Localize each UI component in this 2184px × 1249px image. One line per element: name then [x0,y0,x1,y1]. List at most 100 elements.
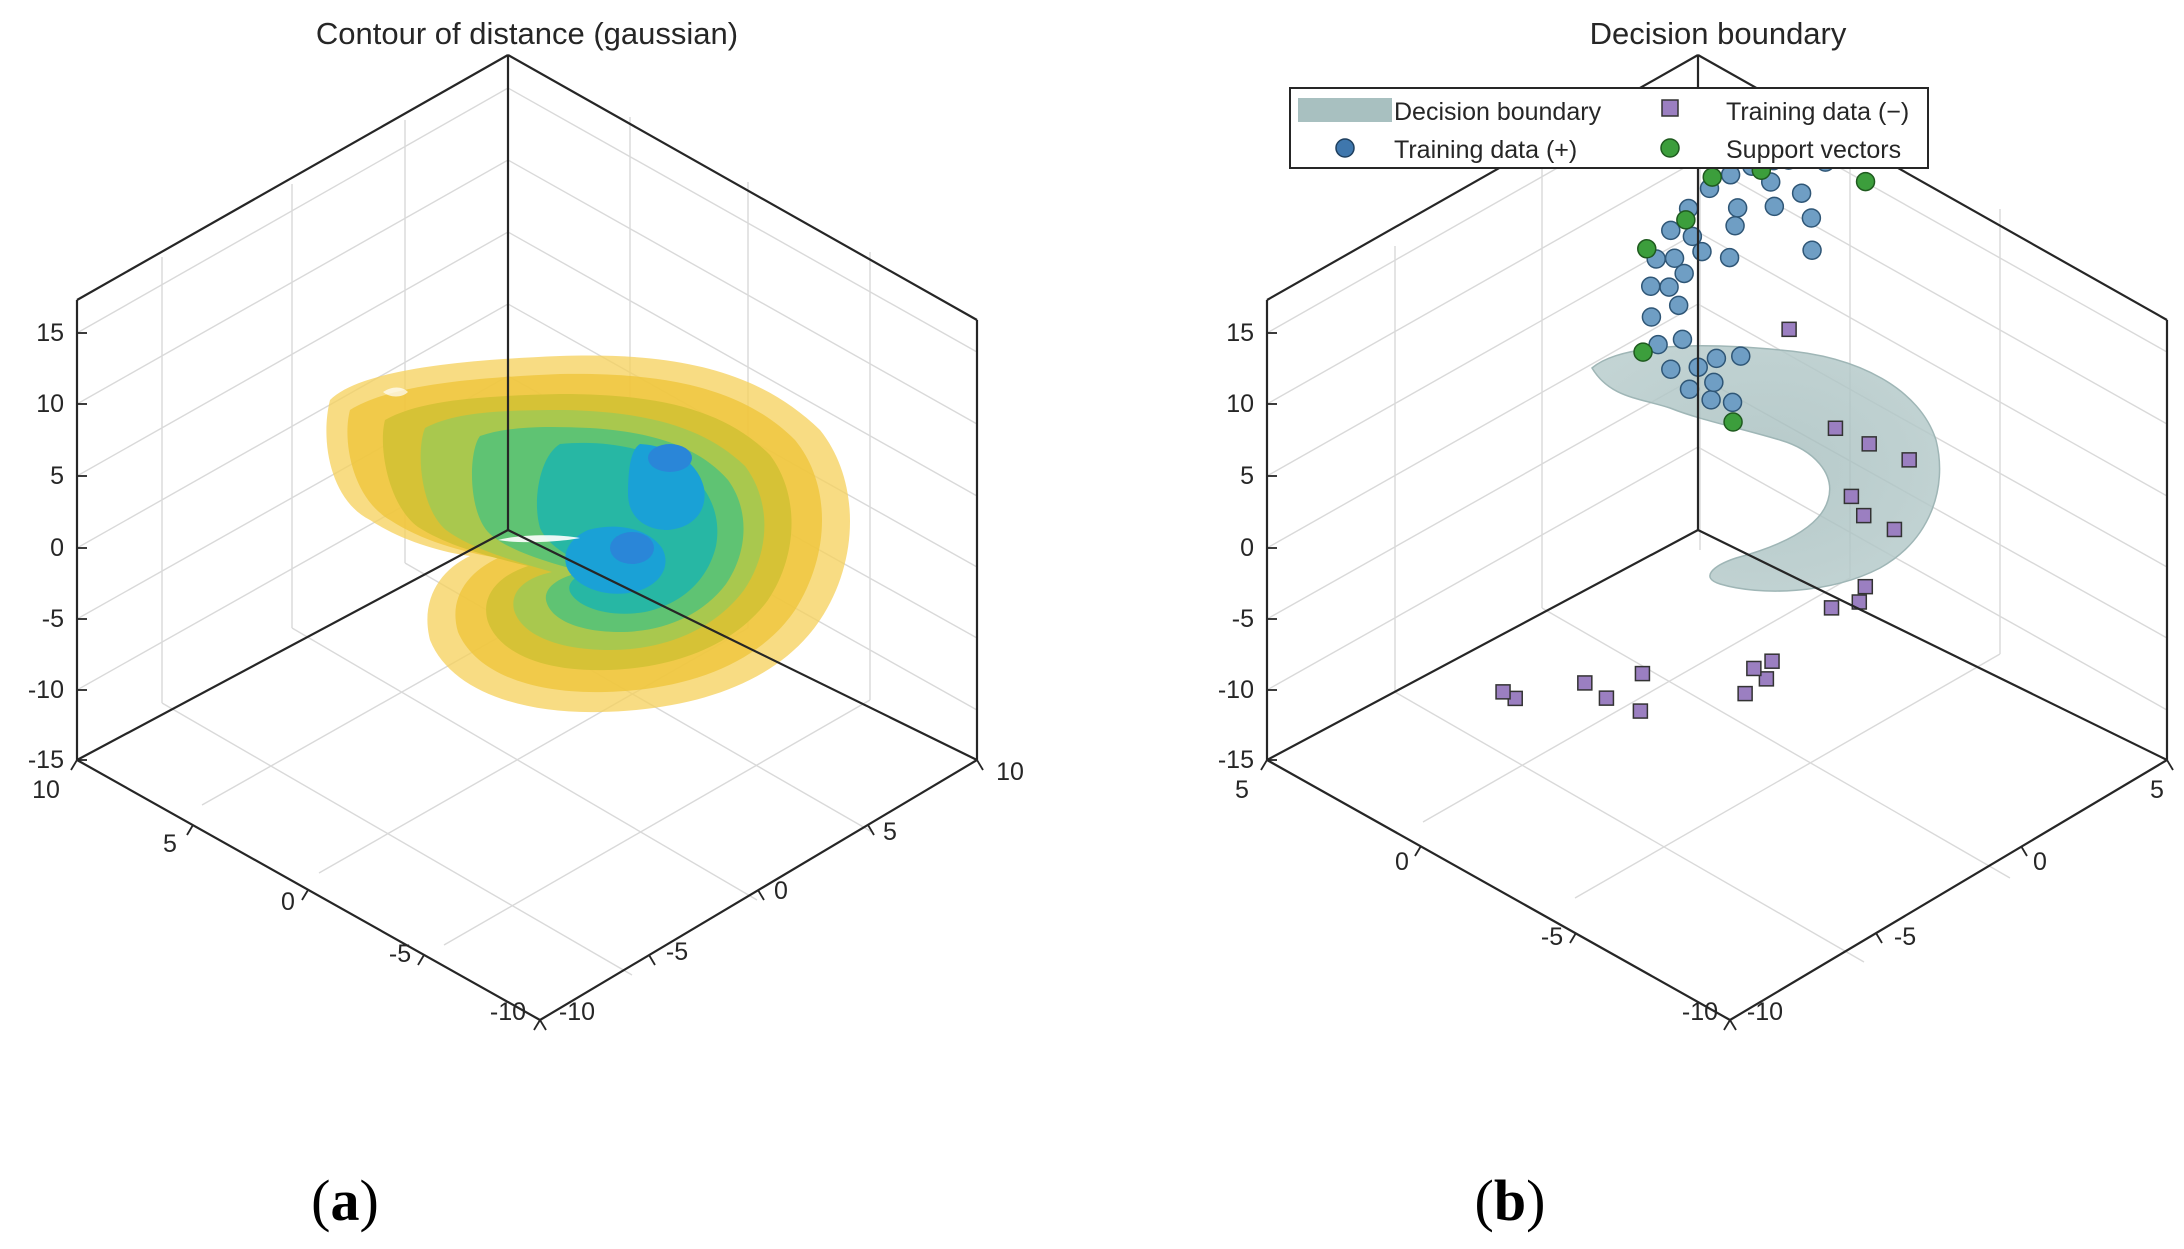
support-vector-point [1676,210,1696,230]
legend-swatch-neg [1661,99,1679,117]
positive-point [1679,379,1700,400]
a-z-tick-15: 15 [36,319,64,347]
a-z-tick-m10: -10 [28,676,64,704]
b-z-tick-m5: -5 [1232,605,1254,633]
a-x-tick-m10: -10 [490,998,526,1026]
b-z-tick-m10: -10 [1218,676,1254,704]
positive-point [1727,198,1748,218]
legend-label-sv: Support vectors [1726,136,1901,164]
a-z-tick-10: 10 [36,390,64,418]
negative-point [1758,671,1775,687]
panel-b-legend: Decision boundary Training data (−) Trai… [1289,87,1929,169]
panel-b-caption: (b) [1475,1168,1546,1233]
positive-point [1668,295,1689,316]
b-z-tick-10: 10 [1226,390,1254,418]
a-y-tick-10: 10 [996,758,1024,786]
a-x-tick-0: 0 [281,888,295,916]
support-vector-point [1637,239,1657,259]
b-y-tick-m10: -10 [1747,998,1783,1026]
positive-point [1701,390,1721,410]
panel-a-contours [326,355,850,713]
a-z-tick-5: 5 [50,462,64,490]
positive-point [1659,277,1679,297]
panel-b-grid [1266,87,2168,963]
panel-b: 15 10 5 0 -5 -10 -15 5 0 -5 -10 -10 -5 0 [1218,16,2174,1233]
positive-point [1802,240,1822,261]
b-z-tick-15: 15 [1226,319,1254,347]
negative-point [1781,321,1797,338]
positive-point [1725,215,1745,236]
legend-swatch-pos [1335,138,1355,158]
negative-point [1577,675,1593,691]
positive-point [1719,247,1740,268]
positive-point [1731,346,1751,366]
a-y-tick-m5: -5 [666,938,688,966]
positive-point [1764,196,1785,217]
contour-level-9b [610,532,654,564]
a-y-tick-5: 5 [883,818,897,846]
negative-point [1855,507,1872,524]
support-vector-point [1723,412,1743,432]
legend-label-pos: Training data (+) [1394,136,1577,164]
positive-point [1661,359,1681,380]
b-y-tick-m5: -5 [1894,923,1916,951]
positive-point [1706,348,1727,369]
b-x-tick-m5: -5 [1541,923,1563,951]
negative-point [1861,436,1877,452]
legend-label-boundary: Decision boundary [1394,98,1602,126]
negative-point [1843,488,1860,505]
positive-point [1722,392,1743,413]
a-x-tick-10: 10 [32,776,60,804]
positive-point [1704,372,1724,393]
positive-point [1640,276,1661,297]
b-x-tick-5: 5 [1235,776,1249,804]
a-y-tick-0: 0 [774,877,788,905]
positive-point [1672,329,1693,350]
b-y-tick-5: 5 [2150,776,2164,804]
positive-point [1674,263,1694,284]
positive-point [1664,248,1685,269]
panel-b-y-axis: -10 -5 0 5 [1729,759,2174,1031]
panel-a-box [75,54,979,1021]
negative-point [1598,690,1615,706]
negative-point [1495,684,1511,700]
negative-point [1827,420,1844,437]
negative-point [1901,452,1917,468]
decision-boundary-surface [1591,345,1941,592]
negative-point [1737,685,1753,702]
a-y-tick-m10: -10 [559,998,595,1026]
support-vector-point [1702,167,1723,187]
positive-point [1791,183,1812,203]
legend-swatch-boundary [1298,98,1392,122]
b-z-tick-0: 0 [1240,534,1254,562]
negative-point [1746,660,1762,677]
negative-point [1764,653,1780,669]
positive-point [1641,307,1662,327]
legend-label-neg: Training data (−) [1726,98,1909,126]
negative-point [1634,665,1651,682]
a-z-tick-0: 0 [50,534,64,562]
positive-point [1682,226,1703,247]
a-z-tick-m5: -5 [42,605,64,633]
negative-point [1886,521,1903,538]
negative-point [1632,703,1649,719]
a-z-tick-m15: -15 [28,746,64,774]
a-x-tick-5: 5 [163,830,177,858]
support-vector-point [1855,171,1876,192]
support-vector-point [1633,342,1653,362]
panel-b-x-axis: 5 0 -5 -10 [1235,759,1731,1031]
panel-a-caption: (a) [311,1168,379,1233]
b-z-tick-m15: -15 [1218,746,1254,774]
negative-point [1857,578,1874,595]
panel-a-grid [76,87,978,976]
panel-b-title: Decision boundary [1590,16,1847,51]
positive-point [1661,220,1681,241]
contour-level-9a [648,444,692,472]
b-y-tick-0: 0 [2033,848,2047,876]
panel-a-x-axis: 10 5 0 -5 -10 [32,759,541,1031]
negative-point [1823,600,1840,616]
b-x-tick-0: 0 [1395,848,1409,876]
panel-a-z-axis: 15 10 5 0 -5 -10 -15 [28,319,87,774]
panel-a-y-axis: -10 -5 0 5 10 [539,758,1024,1031]
